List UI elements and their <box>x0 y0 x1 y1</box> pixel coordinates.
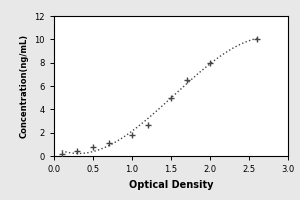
X-axis label: Optical Density: Optical Density <box>129 180 213 190</box>
Y-axis label: Concentration(ng/mL): Concentration(ng/mL) <box>20 34 29 138</box>
